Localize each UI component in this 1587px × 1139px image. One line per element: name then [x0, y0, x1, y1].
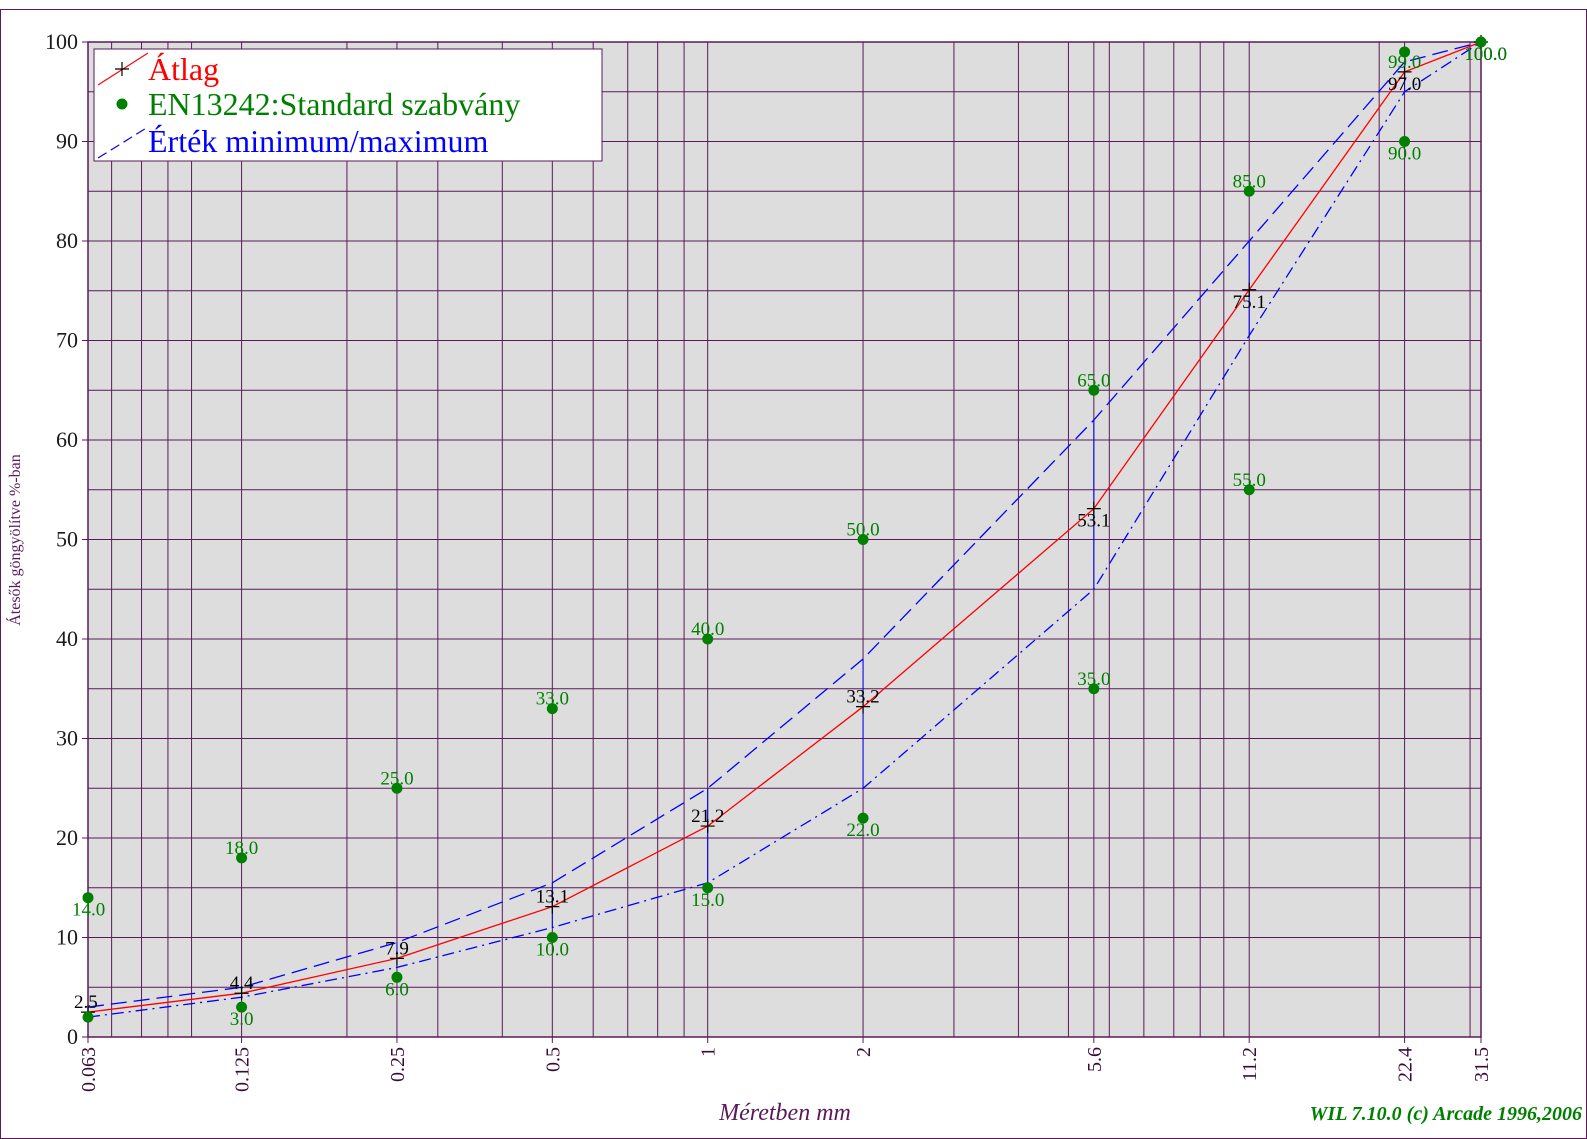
standard-data-label: 50.0 — [846, 520, 879, 541]
standard-point — [702, 633, 714, 645]
y-tick-label: 10 — [56, 925, 78, 950]
standard-point — [236, 852, 248, 864]
x-axis-title: Méretben mm — [718, 1100, 851, 1126]
average-data-label: 4.4 — [230, 973, 254, 994]
standard-point — [1399, 46, 1411, 58]
standard-point — [1243, 484, 1255, 496]
average-data-label: 33.2 — [846, 687, 879, 708]
average-marker — [1086, 501, 1101, 516]
legend-entry-label: Érték minimum/maximum — [148, 123, 489, 159]
average-data-label: 97.0 — [1388, 74, 1421, 95]
y-tick-label: 70 — [56, 328, 78, 353]
standard-data-label: 40.0 — [691, 619, 724, 640]
average-series: 2.5 4.4 7.9 13.1 21.2 33.2 53.1 75.1 97.0 100.0 — [74, 35, 1507, 1020]
y-tick-label: 0 — [67, 1024, 78, 1049]
x-tick-label: 11.2 — [1239, 1047, 1261, 1081]
standard-point — [857, 812, 869, 824]
average-marker — [234, 986, 249, 1001]
average-marker — [1242, 282, 1257, 297]
standard-data-label: 100.0 — [1464, 44, 1507, 65]
y-tick-label: 100 — [45, 29, 78, 54]
standard-data-label: 55.0 — [1233, 470, 1266, 491]
average-data-label: 21.2 — [691, 806, 724, 827]
average-data-label: 2.5 — [74, 992, 98, 1013]
y-tick-label: 30 — [56, 726, 78, 751]
average-marker — [856, 699, 871, 714]
standard-point — [1088, 683, 1100, 695]
standard-data-label: 14.0 — [72, 900, 105, 921]
average-line — [87, 41, 1482, 1013]
x-tick-label: 1 — [698, 1047, 720, 1057]
legend-standard-marker-swatch — [116, 98, 128, 110]
x-tick-label: 5.6 — [1084, 1047, 1106, 1072]
standard-point — [546, 703, 558, 715]
average-data-label: 7.9 — [385, 938, 409, 959]
standard-data-label: 6.0 — [385, 979, 409, 1000]
average-data-label: 100.0 — [1464, 44, 1507, 65]
average-marker — [545, 899, 560, 914]
x-tick-label: 0.125 — [232, 1047, 254, 1092]
standard-data-label: 65.0 — [1077, 370, 1110, 391]
y-tick-label: 90 — [56, 129, 78, 154]
legend-average-marker-swatch — [115, 62, 129, 76]
standard-data-label: 15.0 — [691, 890, 724, 911]
x-tick-label: 2 — [853, 1047, 875, 1057]
standard-data-label: 35.0 — [1077, 669, 1110, 690]
legend-box — [93, 48, 603, 162]
y-tick-label: 80 — [56, 228, 78, 253]
legend-minmax-line-swatch — [97, 126, 149, 159]
standard-data-label: 3.0 — [230, 1009, 254, 1030]
standard-data-label: 25.0 — [380, 768, 413, 789]
max-line — [87, 41, 1482, 1008]
standard-point — [546, 932, 558, 943]
average-data-label: 13.1 — [536, 887, 569, 908]
standard-data-label: 33.0 — [536, 689, 569, 710]
standard-data-label: 99.0 — [1388, 52, 1421, 73]
standard-data-label: 22.0 — [846, 820, 879, 841]
standard-point — [1243, 185, 1255, 197]
x-tick-label: 22.4 — [1395, 1047, 1417, 1082]
standard-point — [1475, 36, 1487, 48]
y-tick-label: 40 — [56, 626, 78, 651]
software-credit: WIL 7.10.0 (c) Arcade 1996,2006 — [1310, 1103, 1582, 1125]
average-data-label: 53.1 — [1077, 511, 1110, 532]
standard-data-label: 85.0 — [1233, 171, 1266, 192]
y-axis-ticks: 0 10 20 30 40 50 60 70 80 90 100 — [45, 29, 88, 1049]
standard-point — [236, 1001, 248, 1013]
standard-point — [1088, 384, 1100, 396]
standard-point — [1399, 136, 1411, 147]
legend-entry-label: EN13242:Standard szabvány — [148, 86, 520, 122]
average-marker — [389, 951, 404, 966]
standard-point — [391, 782, 403, 794]
standard-data-label: 10.0 — [536, 940, 569, 961]
average-marker — [1397, 64, 1412, 79]
standard-data-label: 18.0 — [225, 838, 258, 859]
x-tick-label: 0.063 — [78, 1047, 100, 1092]
y-tick-label: 60 — [56, 427, 78, 452]
grid-lines — [87, 41, 1482, 1038]
y-tick-label: 20 — [56, 825, 78, 850]
average-marker — [700, 819, 715, 834]
standard-point — [391, 971, 403, 983]
standard-point — [857, 534, 869, 545]
legend-entry-label: Átlag — [148, 51, 219, 87]
standard-point — [702, 882, 714, 894]
x-axis-ticks: 0.063 0.125 0.25 0.5 1 2 5.6 11.2 22.4 31.5 — [78, 1037, 1493, 1092]
x-tick-label: 0.25 — [387, 1047, 409, 1082]
standard-point — [82, 892, 94, 904]
standard-data-label: 90.0 — [1388, 144, 1421, 165]
standard-series: 14.0 3.0 18.0 6.0 25.0 10.0 33.0 15.0 40.0 22.0 50… — [72, 36, 1507, 1030]
y-axis-title: Átesők göngyölítve %-ban — [5, 454, 24, 626]
y-tick-label: 50 — [56, 527, 78, 552]
standard-point — [82, 1011, 94, 1023]
x-tick-label: 31.5 — [1471, 1047, 1493, 1082]
average-data-label: 75.1 — [1233, 292, 1266, 313]
x-tick-label: 0.5 — [542, 1047, 564, 1072]
min-line — [87, 41, 1482, 1018]
